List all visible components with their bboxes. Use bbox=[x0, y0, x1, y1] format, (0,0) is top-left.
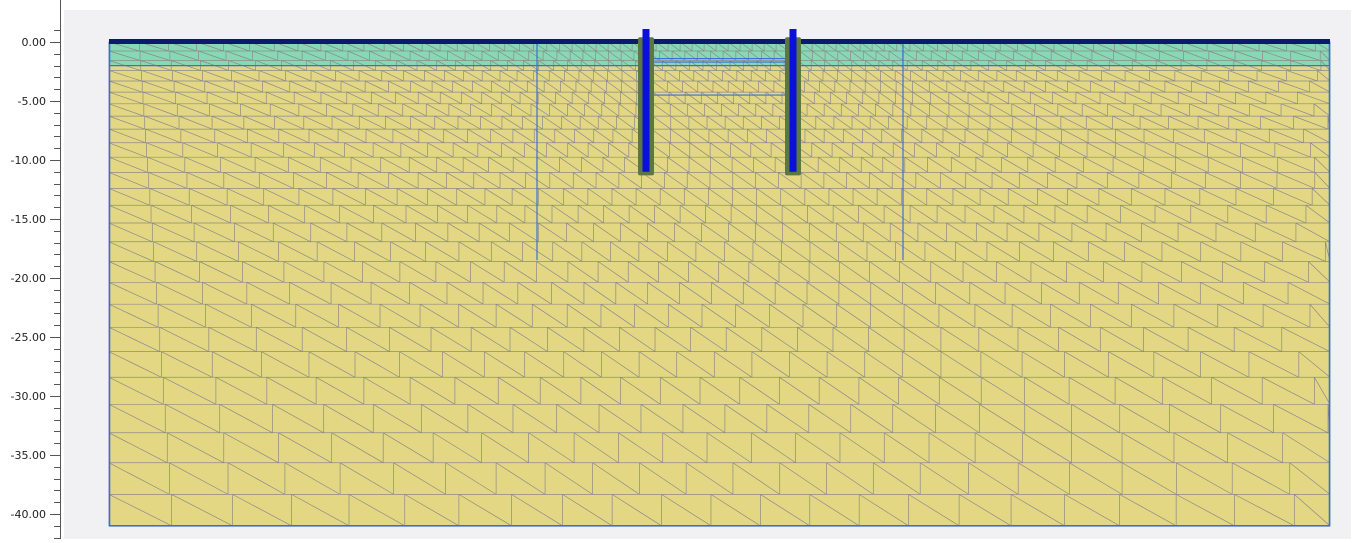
ruler-tick-label: -35.00 bbox=[11, 449, 46, 462]
finite-element-mesh bbox=[108, 41, 1331, 527]
ruler-tick-label: -15.00 bbox=[11, 213, 46, 226]
ruler-tick-label: -10.00 bbox=[11, 154, 46, 167]
mesh-canvas[interactable] bbox=[64, 10, 1351, 539]
ruler-graphic: 0.00 -5.00 -10.00 -15.00 -20.00 -25.00 -30.00 -… bbox=[11, 0, 61, 539]
ruler-tick-label: -5.00 bbox=[18, 95, 46, 108]
left-diaphragm-wall bbox=[642, 29, 650, 172]
vertical-depth-ruler: 0.00 -5.00 -10.00 -15.00 -20.00 -25.00 -30.00 -… bbox=[0, 0, 64, 539]
ruler-tick-label: 0.00 bbox=[22, 36, 47, 49]
ruler-tick-label: -20.00 bbox=[11, 272, 46, 285]
ruler-tick-label: -40.00 bbox=[11, 508, 46, 521]
ruler-tick-label: -25.00 bbox=[11, 331, 46, 344]
model-viewport[interactable] bbox=[64, 10, 1351, 539]
ruler-tick-label: -30.00 bbox=[11, 390, 46, 403]
ground-surface-line bbox=[109, 39, 1330, 44]
top-soil-layer bbox=[109, 42, 1330, 66]
right-diaphragm-wall bbox=[789, 29, 797, 172]
